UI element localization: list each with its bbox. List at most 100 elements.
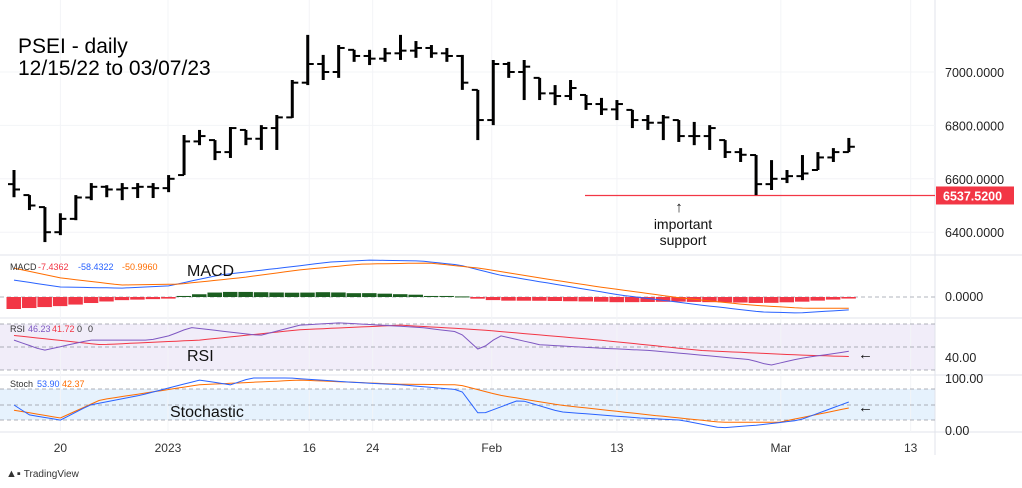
macd-histogram-bar: [377, 293, 393, 297]
logo-icon: ▲▪: [6, 468, 21, 480]
price-tick-label: 6800.0000: [945, 119, 1004, 133]
x-tick-label: 13: [904, 441, 918, 455]
macd-histogram-bar: [284, 292, 300, 297]
macd-histogram-bar: [547, 297, 563, 302]
macd-legend-value: -7.4362: [38, 262, 69, 272]
stoch-annotation: Stochastic: [170, 404, 244, 421]
price-tick-label: 7000.0000: [945, 66, 1004, 80]
x-tick-label: 13: [610, 441, 624, 455]
macd-histogram-bar: [145, 297, 161, 300]
macd-annotation: MACD: [187, 263, 234, 280]
macd-histogram-bar: [794, 297, 810, 302]
macd-histogram-bar: [68, 297, 83, 305]
x-tick-label: Feb: [481, 441, 502, 455]
macd-histogram-bar: [516, 297, 532, 301]
rsi-legend-value: 0: [88, 324, 93, 334]
stoch-axis-bottom: 0.00: [945, 424, 969, 438]
support-annotation-line2: support: [660, 232, 707, 248]
macd-histogram-bar: [362, 293, 377, 297]
macd-histogram-bar: [269, 292, 284, 297]
macd-histogram-bar: [176, 295, 192, 297]
macd-line: [13, 259, 849, 314]
macd-histogram-bar: [485, 297, 501, 301]
rsi-line: [13, 322, 849, 366]
tradingview-logo[interactable]: ▲▪ TradingView: [6, 468, 79, 480]
title-line: PSEI - daily: [18, 35, 128, 58]
macd-histogram-bar: [300, 292, 315, 297]
x-tick-label: Mar: [770, 441, 791, 455]
macd-histogram-bar: [408, 294, 423, 297]
macd-histogram-bar: [439, 295, 454, 297]
macd-histogram-bar: [192, 294, 207, 297]
macd-histogram-bar: [779, 297, 794, 303]
macd-histogram-bar: [238, 291, 253, 297]
price-tick-label: 6600.0000: [945, 173, 1004, 187]
rsi-legend-name: RSI: [10, 324, 25, 334]
macd-histogram-bar: [6, 297, 21, 309]
macd-histogram-bar: [37, 297, 52, 308]
macd-histogram-bar: [810, 297, 825, 301]
macd-histogram-bar: [21, 297, 37, 309]
macd-histogram-bar: [532, 297, 547, 301]
macd-legend-name: MACD: [10, 262, 37, 272]
support-price-badge: [936, 186, 1014, 205]
rsi-legend-value: 0: [77, 324, 82, 334]
macd-histogram-bar: [733, 297, 748, 303]
macd-histogram-bar: [764, 297, 779, 303]
arrow-up-icon: ↑: [675, 199, 683, 216]
macd-signal-line: [13, 262, 849, 309]
macd-histogram-bar: [253, 292, 269, 297]
macd-histogram-bar: [207, 292, 222, 297]
stoch-k-line: [13, 377, 849, 429]
stoch-band-background: [0, 389, 935, 420]
macd-histogram-bar: [717, 297, 733, 303]
rsi-legend-value: 46.23: [28, 324, 51, 334]
macd-histogram-bar: [748, 297, 764, 303]
macd-histogram-bar: [702, 297, 717, 303]
macd-legend-value: -58.4322: [78, 262, 114, 272]
rsi-axis-label: 40.00: [945, 351, 976, 365]
macd-legend-value: -50.9960: [122, 262, 158, 272]
macd-histogram-bar: [114, 297, 130, 301]
stoch-axis-top: 100.00: [945, 372, 983, 386]
macd-histogram-bar: [655, 297, 671, 302]
macd-histogram-bar: [563, 297, 578, 302]
stoch-legend-name: Stoch: [10, 379, 33, 389]
macd-histogram-bar: [671, 297, 686, 302]
x-tick-label: 16: [303, 441, 317, 455]
arrow-left-icon: ←: [858, 399, 873, 416]
macd-histogram-bar: [346, 293, 362, 297]
macd-histogram-bar: [841, 297, 856, 299]
subtitle-line: 12/15/22 to 03/07/23: [18, 57, 211, 80]
macd-histogram-bar: [501, 297, 516, 301]
macd-histogram-bar: [609, 297, 624, 303]
rsi-annotation: RSI: [187, 348, 214, 365]
macd-histogram-bar: [423, 295, 439, 297]
arrow-left-icon: ←: [858, 346, 873, 363]
macd-histogram-bar: [161, 297, 176, 299]
macd-histogram-bar: [624, 297, 640, 303]
rsi-ma-line: [13, 324, 849, 357]
macd-histogram-bar: [99, 297, 114, 302]
macd-histogram-bar: [593, 297, 609, 302]
price-tick-label: 6400.0000: [945, 226, 1004, 240]
macd-histogram-bar: [393, 294, 408, 297]
macd-histogram-bar: [578, 297, 594, 302]
macd-histogram-bar: [470, 297, 485, 299]
x-tick-label: 20: [54, 441, 68, 455]
logo-text: TradingView: [23, 468, 79, 480]
macd-histogram-bar: [331, 292, 346, 297]
macd-histogram-bar: [640, 297, 655, 302]
rsi-legend-value: 41.72: [52, 324, 75, 334]
macd-histogram-bar: [83, 297, 99, 304]
macd-histogram-bar: [130, 297, 145, 300]
macd-histogram-bar: [222, 291, 238, 297]
stoch-legend-value: 53.90: [37, 379, 60, 389]
x-tick-label: 2023: [155, 441, 182, 455]
macd-histogram-bar: [315, 292, 331, 297]
macd-histogram-bar: [454, 296, 470, 298]
macd-zero-label: 0.0000: [945, 290, 983, 304]
macd-histogram-bar: [52, 297, 68, 307]
